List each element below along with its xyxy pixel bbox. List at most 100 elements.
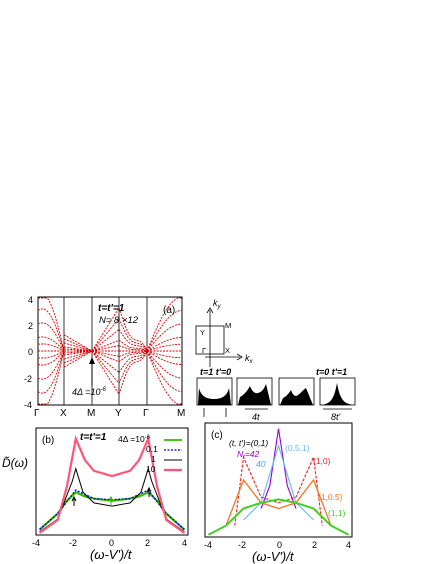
panel-a-arrowhead bbox=[89, 357, 95, 364]
band-curve-33 bbox=[118, 350, 148, 357]
panel-c-params: (t, t')=(0,1) bbox=[229, 438, 268, 448]
band-curve-19 bbox=[146, 337, 182, 352]
ky-arrow bbox=[206, 307, 214, 314]
ytick-a-2: 0 bbox=[28, 347, 33, 357]
panel-c-curves bbox=[208, 428, 349, 536]
band-curve-47 bbox=[91, 350, 120, 384]
panel-c-frame bbox=[204, 422, 353, 538]
band-curve-53 bbox=[118, 350, 148, 395]
bz-kx: kx bbox=[245, 353, 254, 365]
band-curve-52 bbox=[91, 350, 120, 395]
panel-b-legend: 4Δ =10-6 0.1 1 10 bbox=[118, 434, 182, 474]
band-curve-8 bbox=[118, 318, 148, 352]
band-curves bbox=[37, 297, 183, 405]
bz-X: X bbox=[225, 346, 230, 355]
band-curve-32 bbox=[91, 350, 120, 357]
panel-a-label: (a) bbox=[163, 305, 175, 316]
band-curve-23 bbox=[118, 345, 148, 352]
panel-b-xticks: -4 -2 0 2 4 bbox=[32, 538, 187, 548]
band-curve-50 bbox=[38, 350, 65, 405]
panel-a-params: t=t'=1 bbox=[98, 303, 125, 314]
kx-arrow bbox=[236, 353, 243, 361]
curve-c-4 bbox=[208, 498, 349, 536]
xtick-c-2: 0 bbox=[277, 540, 282, 550]
band-curve-0 bbox=[38, 297, 65, 352]
legend-b-3: 10 bbox=[146, 464, 156, 474]
band-curve-11 bbox=[63, 342, 93, 352]
band-curve-42 bbox=[91, 350, 120, 373]
dos-shape-4 bbox=[321, 383, 354, 405]
panel-b-xlabel: (ω-V')/t bbox=[90, 547, 133, 562]
xtick-b-1: -2 bbox=[69, 538, 77, 548]
band-curve-14 bbox=[146, 323, 183, 352]
band-curve-39 bbox=[146, 350, 182, 365]
xtick-c-0: -4 bbox=[204, 540, 212, 550]
xtick-c-1: -2 bbox=[238, 540, 246, 550]
band-curve-2 bbox=[91, 307, 120, 352]
panel-b-frame bbox=[35, 427, 189, 536]
xtick-a-2: M bbox=[87, 408, 95, 419]
band-curve-30 bbox=[37, 350, 65, 359]
band-curve-4 bbox=[146, 297, 182, 352]
ytick-a-3: -2 bbox=[24, 374, 32, 384]
xtick-a-0: Γ bbox=[34, 408, 40, 419]
band-curve-49 bbox=[146, 350, 183, 392]
panel-c-n40: 40 bbox=[256, 459, 266, 469]
curve-b-3 bbox=[38, 434, 186, 534]
panel-b-params: t=t'=1 bbox=[80, 432, 107, 443]
curve-c-1 bbox=[243, 443, 314, 521]
xtick-a-4: Γ bbox=[143, 408, 149, 419]
panel-b-ylabel: D̃(ω) bbox=[2, 455, 28, 470]
xtick-a-3: Y bbox=[115, 408, 122, 419]
width-4t: 4t bbox=[252, 412, 260, 422]
band-curve-54 bbox=[146, 350, 182, 405]
band-curve-38 bbox=[118, 350, 148, 363]
panel-c-label: (c) bbox=[211, 430, 223, 441]
band-curve-34 bbox=[146, 350, 183, 359]
panel-b-curves bbox=[38, 434, 186, 534]
icons-right-params: t=0 t'=1 bbox=[316, 367, 347, 377]
panel-a-delta: 4Δ =10-6 bbox=[72, 387, 106, 397]
curve-c-3 bbox=[225, 478, 332, 526]
band-curve-10 bbox=[37, 322, 65, 352]
band-curve-7 bbox=[91, 318, 120, 352]
dos-icons: t=1 t'=0 t=0 t'=1 4t 8t' bbox=[196, 367, 356, 422]
band-curve-51 bbox=[63, 350, 93, 368]
panel-a: 4 2 0 -2 -4 Γ X M Y Γ M (a) t=t'=1 N= 8 … bbox=[24, 295, 185, 419]
curve-c-2 bbox=[234, 455, 323, 526]
series-label-05-1: (0.5,1) bbox=[285, 443, 310, 453]
width-8t: 8t' bbox=[331, 412, 341, 422]
band-curve-18 bbox=[118, 339, 148, 352]
xtick-b-4: 4 bbox=[182, 538, 187, 548]
band-curve-15 bbox=[37, 336, 65, 352]
series-label-1-1: (1,1) bbox=[328, 508, 346, 518]
panel-a-xticks: Γ X M Y Γ M bbox=[34, 408, 185, 419]
band-curve-36 bbox=[63, 350, 93, 356]
b-arrow-3 bbox=[146, 486, 152, 497]
band-curve-20 bbox=[37, 343, 65, 352]
xtick-b-2: 0 bbox=[109, 538, 114, 548]
ytick-a-4: -4 bbox=[24, 400, 32, 410]
panel-b: (b) t=t'=1 4Δ =10-6 0.1 1 10 -4 -2 0 2 4… bbox=[2, 427, 189, 562]
bz-G: Γ bbox=[202, 346, 206, 355]
band-curve-22 bbox=[91, 345, 120, 352]
xtick-c-4: 4 bbox=[346, 540, 351, 550]
ytick-a-1: 2 bbox=[28, 321, 33, 331]
bz-Y: Y bbox=[200, 328, 205, 337]
band-curve-45 bbox=[37, 350, 65, 394]
band-curve-17 bbox=[91, 339, 120, 352]
bz-ky: ky bbox=[213, 298, 222, 310]
b-arrow-1 bbox=[71, 495, 77, 506]
panel-a-size: N= 8 ×12 bbox=[99, 315, 139, 326]
band-curve-41 bbox=[63, 350, 93, 360]
dos-shape-1 bbox=[198, 388, 231, 405]
panel-c-xticks: -4 -2 0 2 4 bbox=[204, 540, 351, 550]
panel-b-label: (b) bbox=[42, 435, 54, 446]
legend-b-2: 1 bbox=[151, 454, 156, 464]
band-curve-9 bbox=[146, 310, 183, 352]
dos-shape-2 bbox=[238, 384, 271, 405]
band-curve-6 bbox=[63, 338, 93, 352]
b-arrow-2 bbox=[108, 495, 114, 506]
panel-c-n42: Nt=42 bbox=[237, 449, 260, 461]
